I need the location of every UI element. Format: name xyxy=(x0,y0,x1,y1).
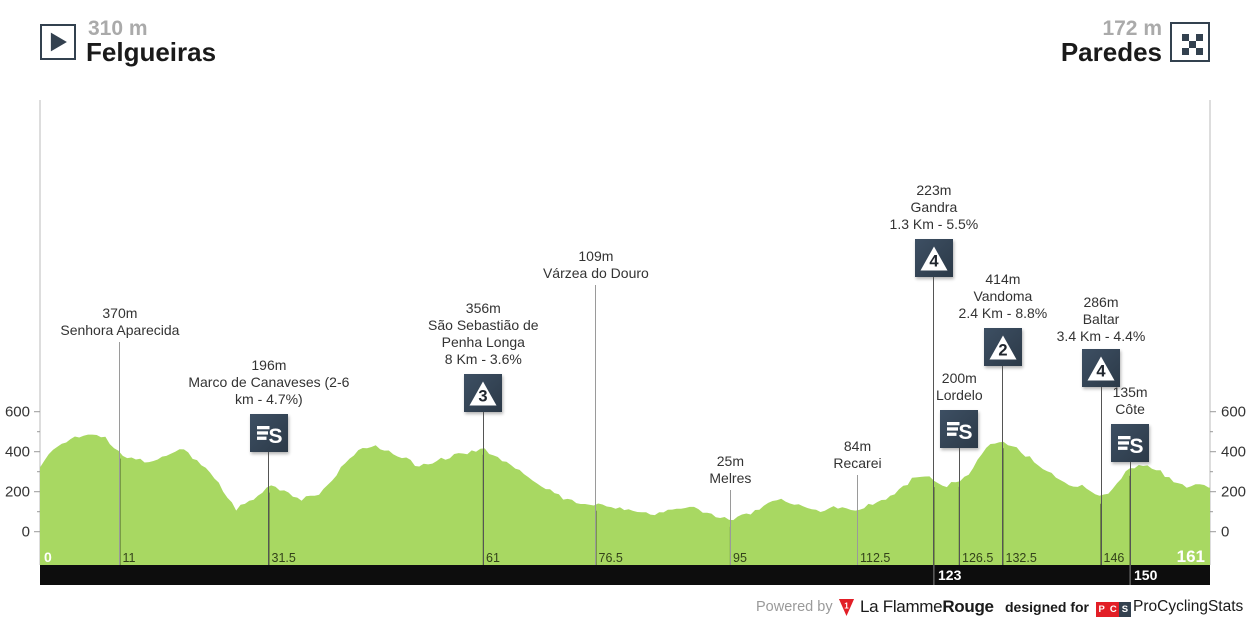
svg-text:11: 11 xyxy=(123,551,136,565)
svg-text:S: S xyxy=(268,425,282,448)
svg-text:400: 400 xyxy=(1221,444,1246,461)
svg-text:126.5: 126.5 xyxy=(962,551,993,565)
svg-text:S: S xyxy=(959,421,973,444)
svg-text:1: 1 xyxy=(844,601,849,610)
svg-text:0: 0 xyxy=(44,549,52,565)
svg-text:400: 400 xyxy=(5,444,30,461)
svg-text:200: 200 xyxy=(5,484,30,501)
svg-text:123: 123 xyxy=(938,567,962,583)
svg-text:112.5: 112.5 xyxy=(860,551,890,565)
svg-text:0: 0 xyxy=(22,524,30,541)
svg-text:200: 200 xyxy=(1221,484,1246,501)
svg-text:4: 4 xyxy=(929,253,939,271)
svg-text:161: 161 xyxy=(1177,547,1205,566)
svg-text:61: 61 xyxy=(486,551,500,565)
svg-text:600: 600 xyxy=(5,404,30,421)
svg-text:146: 146 xyxy=(1104,551,1125,565)
svg-text:S: S xyxy=(1130,435,1144,458)
svg-text:0: 0 xyxy=(1221,524,1229,541)
svg-text:31.5: 31.5 xyxy=(272,551,296,565)
svg-text:150: 150 xyxy=(1134,567,1158,583)
svg-text:3: 3 xyxy=(479,388,488,406)
svg-text:132.5: 132.5 xyxy=(1006,551,1037,565)
svg-text:95: 95 xyxy=(733,551,747,565)
svg-text:4: 4 xyxy=(1096,363,1106,381)
svg-text:76.5: 76.5 xyxy=(599,551,623,565)
